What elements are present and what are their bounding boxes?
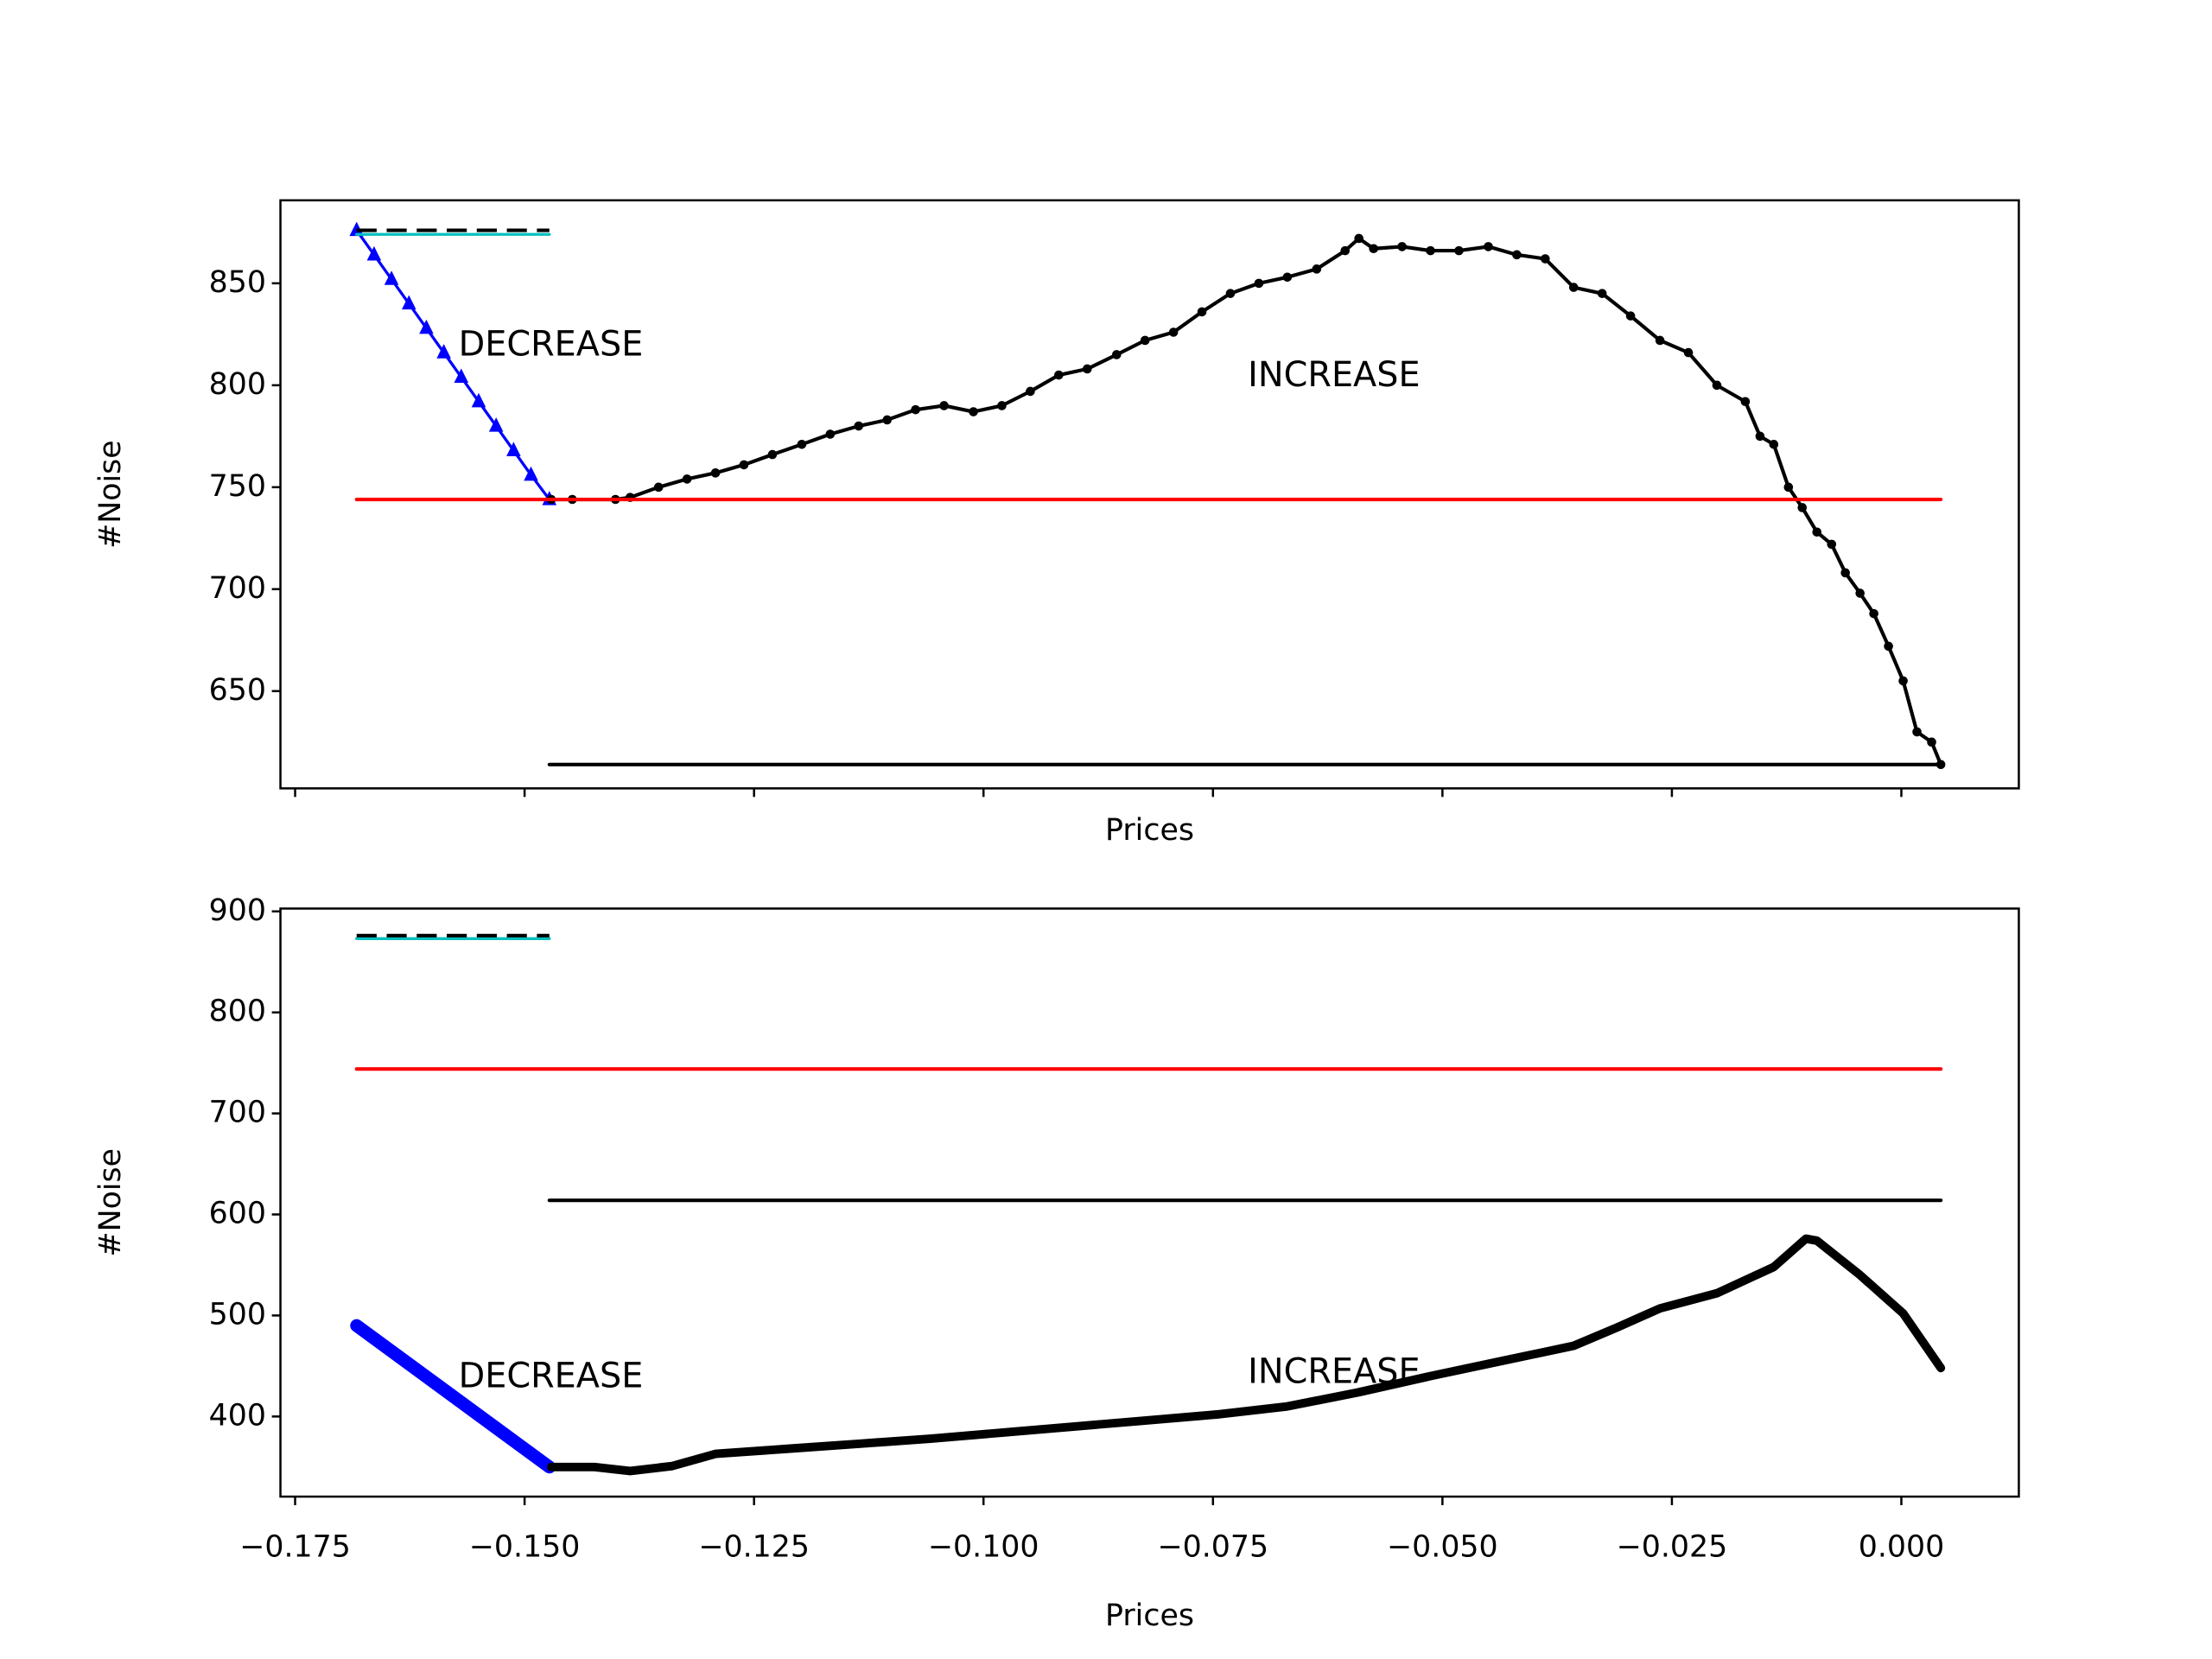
marker [384, 270, 399, 285]
marker [1054, 370, 1064, 380]
marker [1812, 527, 1822, 537]
marker [1683, 347, 1694, 358]
annotation: INCREASE [1248, 355, 1420, 395]
marker [1912, 727, 1922, 737]
marker [1884, 641, 1893, 652]
x-tick-label: −0.025 [1617, 1530, 1728, 1565]
marker [1026, 386, 1035, 397]
marker [767, 449, 778, 460]
marker [1898, 676, 1908, 686]
marker [1454, 245, 1464, 256]
marker [1568, 283, 1579, 292]
marker [1597, 289, 1607, 298]
marker [1282, 272, 1293, 283]
marker [1755, 431, 1765, 442]
marker [1855, 588, 1865, 598]
marker [710, 468, 721, 478]
plot-area [350, 933, 1946, 1476]
marker [882, 415, 892, 425]
y-tick-label: 500 [209, 1297, 266, 1332]
axes-frame [279, 907, 2020, 1498]
marker [797, 439, 807, 449]
x-tick-label: −0.150 [469, 1530, 581, 1565]
y-tick-label: 900 [209, 893, 266, 928]
y-axis-label: #Noise [93, 1148, 128, 1257]
marker [1397, 242, 1407, 251]
x-tick-label: 0.000 [1859, 1530, 1945, 1565]
marker [1869, 608, 1878, 619]
marker [1168, 327, 1179, 337]
marker [488, 417, 504, 432]
marker [436, 344, 451, 359]
marker [1840, 568, 1850, 578]
marker [454, 368, 469, 384]
marker [1082, 364, 1092, 374]
marker [653, 482, 664, 493]
x-axis-label: Prices [1105, 1599, 1194, 1633]
marker [1225, 289, 1236, 298]
marker [1254, 278, 1264, 289]
y-tick-label: 800 [209, 367, 266, 402]
x-tick-label: −0.075 [1157, 1530, 1268, 1565]
marker [366, 245, 382, 261]
marker [911, 404, 920, 415]
marker [1484, 242, 1493, 251]
y-tick-label: 800 [209, 995, 266, 1029]
plot-area [349, 221, 1946, 770]
marker [1783, 482, 1794, 493]
marker [524, 466, 538, 481]
x-tick-label: −0.100 [928, 1530, 1039, 1565]
x-tick-label: −0.125 [698, 1530, 810, 1565]
x-tick-label: −0.175 [239, 1530, 351, 1565]
y-tick-label: 700 [209, 1096, 266, 1130]
marker [401, 295, 416, 310]
marker [1769, 439, 1779, 449]
marker [1927, 737, 1936, 747]
marker [1111, 350, 1122, 359]
marker [506, 442, 521, 456]
series-line [549, 236, 1943, 766]
y-tick-label: 850 [209, 265, 266, 300]
annotation: DECREASE [459, 1356, 644, 1395]
annotation: DECREASE [459, 325, 644, 365]
series-line [546, 1234, 1946, 1476]
series-line [355, 228, 551, 501]
marker [1541, 254, 1550, 264]
marker [939, 401, 949, 410]
axes-frame [279, 199, 2020, 790]
marker [419, 319, 434, 334]
marker [1512, 250, 1522, 260]
marker [1426, 245, 1435, 256]
marker [1797, 503, 1808, 512]
annotation: INCREASE [1248, 1352, 1420, 1392]
marker [1197, 307, 1207, 317]
marker [471, 392, 486, 408]
marker [739, 460, 749, 470]
marker [1625, 311, 1636, 321]
marker [969, 407, 978, 416]
marker [1369, 244, 1378, 254]
x-axis-label: Prices [1105, 813, 1194, 848]
y-tick-label: 400 [209, 1398, 266, 1433]
series-line [350, 1319, 556, 1474]
marker [1740, 397, 1751, 407]
y-axis-label: #Noise [93, 440, 128, 549]
marker [1354, 233, 1363, 244]
y-tick-label: 700 [209, 571, 266, 606]
y-tick-label: 750 [209, 469, 266, 504]
marker [1712, 380, 1722, 391]
marker [1340, 245, 1351, 256]
marker [997, 401, 1007, 410]
marker [825, 429, 836, 439]
x-tick-label: −0.050 [1387, 1530, 1498, 1565]
y-tick-label: 650 [209, 673, 266, 708]
marker [1655, 335, 1665, 346]
marker [854, 421, 864, 431]
marker [1312, 264, 1322, 274]
y-tick-label: 600 [209, 1197, 266, 1231]
marker [682, 474, 692, 484]
marker [1140, 335, 1150, 346]
marker [1827, 539, 1837, 550]
